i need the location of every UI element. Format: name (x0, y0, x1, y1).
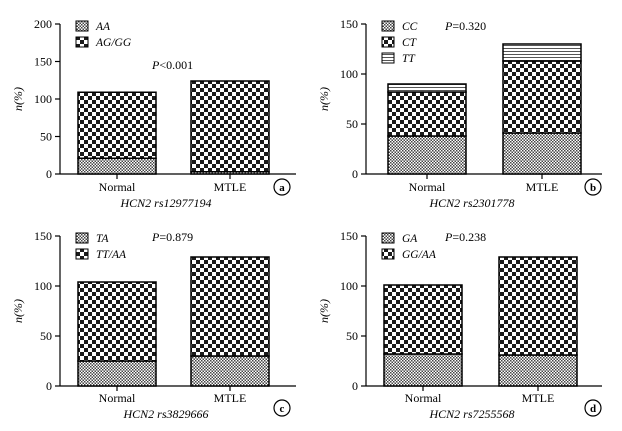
x-axis-label: HCN2 rs7255568 (428, 407, 514, 421)
bar-mtle-cc (502, 132, 582, 175)
bar-normal-tt (387, 83, 467, 93)
bar-normal-ct (387, 91, 467, 137)
y-tick-label: 50 (40, 130, 52, 144)
x-tick-label: Normal (99, 180, 136, 194)
x-tick-label: Normal (405, 391, 442, 405)
bar-mtle-ag-gg (190, 80, 270, 173)
bar-normal-tt-aa (77, 281, 157, 362)
x-axis-label: HCN2 rs2301778 (428, 196, 514, 210)
legend-swatch (75, 232, 89, 244)
y-tick-label: 200 (34, 17, 52, 31)
y-tick-label: 150 (34, 229, 52, 243)
y-tick-label: 100 (34, 92, 52, 106)
panel-letter: d (590, 403, 596, 415)
bar-mtle-ga (498, 354, 578, 387)
y-tick-label: 0 (46, 379, 52, 393)
y-tick-label: 100 (34, 279, 52, 293)
panel-badge (273, 178, 291, 196)
p-prefix: P (151, 58, 160, 72)
y-axis-label: n(%) (11, 299, 25, 323)
panel-c: 0 50 100 150 n(%) Normal MTLE HCN2 rs3829666 P=0… (11, 229, 296, 421)
y-tick-label: 150 (34, 55, 52, 69)
legend-swatch (381, 20, 395, 32)
bar-mtle-ct (502, 60, 582, 134)
p-value: P<0.001 (151, 58, 193, 72)
bar-mtle-ta (190, 355, 270, 387)
legend-swatch (381, 36, 395, 48)
y-tick-label: 150 (340, 17, 358, 31)
legend-label: AA (95, 21, 111, 33)
panel-letter: b (590, 182, 596, 194)
y-tick-label: 0 (46, 167, 52, 181)
y-tick-label: 0 (352, 379, 358, 393)
legend-label: CC (402, 21, 418, 33)
y-tick-label: 0 (352, 167, 358, 181)
y-tick-label: 150 (340, 229, 358, 243)
panel-badge (273, 399, 291, 417)
bar-normal-ga (383, 353, 463, 387)
x-axis-label: HCN2 rs3829666 (122, 407, 208, 421)
legend-swatch (75, 36, 89, 48)
x-tick-label: Normal (409, 180, 446, 194)
legend-label: TT/AA (96, 249, 127, 261)
y-tick-label: 100 (340, 279, 358, 293)
panel-letter: a (279, 182, 285, 194)
bar-normal-ag-gg (77, 91, 157, 159)
bar-normal-aa (77, 157, 157, 175)
p-value-number: =0.238 (452, 230, 486, 244)
x-tick-label: Normal (99, 391, 136, 405)
x-tick-label: MTLE (214, 391, 247, 405)
legend-swatch (75, 248, 89, 260)
legend-label: GG/AA (402, 249, 437, 261)
legend-swatch (381, 248, 395, 260)
legend-label: AG/GG (95, 37, 132, 49)
p-value-number: <0.001 (159, 58, 193, 72)
legend-swatch (381, 232, 395, 244)
bar-mtle-gg-aa (498, 256, 578, 356)
x-tick-label: MTLE (214, 180, 247, 194)
p-value: P=0.238 (444, 230, 486, 244)
y-tick-label: 100 (340, 67, 358, 81)
legend-swatch (75, 20, 89, 32)
x-axis-label: HCN2 rs12977194 (119, 196, 211, 210)
x-tick-label: MTLE (522, 391, 555, 405)
bar-mtle-tt-aa (190, 256, 270, 357)
panel-d: 0 50 100 150 n(%) Normal MTLE HCN2 rs7255568 P=0… (317, 229, 602, 421)
p-value: P=0.320 (444, 19, 486, 33)
bar-mtle-tt (502, 43, 582, 62)
p-value: P=0.879 (151, 230, 193, 244)
bar-normal-gg-aa (383, 284, 463, 355)
p-value-number: =0.879 (159, 230, 193, 244)
panel-badge (584, 399, 602, 417)
p-prefix: P (151, 230, 160, 244)
x-tick-label: MTLE (526, 180, 559, 194)
bar-normal-cc (387, 135, 467, 175)
bar-normal-ta (77, 360, 157, 387)
y-axis-label: n(%) (317, 87, 331, 111)
panel-badge (584, 178, 602, 196)
legend-swatch (381, 52, 395, 64)
panel-letter: c (280, 403, 285, 415)
p-prefix: P (444, 19, 453, 33)
legend-label: GA (402, 233, 418, 245)
y-tick-label: 50 (346, 329, 358, 343)
p-prefix: P (444, 230, 453, 244)
y-tick-label: 50 (40, 329, 52, 343)
y-axis-label: n(%) (11, 87, 25, 111)
legend-label: TA (96, 233, 110, 245)
legend-label: TT (402, 53, 416, 65)
panel-b: 0 50 100 150 n(%) Normal MTLE HCN2 rs2301778 P=0… (317, 17, 602, 210)
legend-label: CT (402, 37, 418, 49)
y-tick-label: 50 (346, 117, 358, 131)
y-axis-label: n(%) (317, 299, 331, 323)
p-value-number: =0.320 (452, 19, 486, 33)
